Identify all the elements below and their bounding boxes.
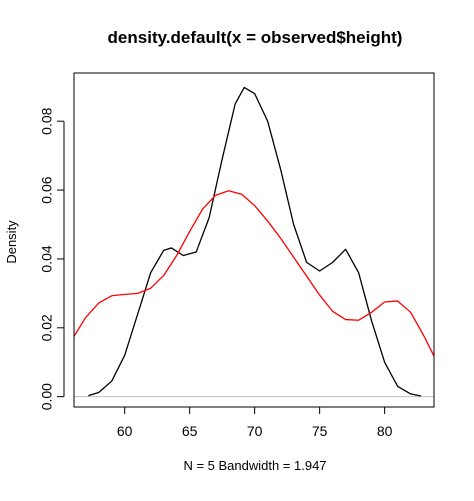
y-tick-label: 0.08 [39,107,55,134]
density-line-1 [88,86,422,397]
plot-frame [73,72,435,408]
y-tick-label: 0.06 [39,176,55,203]
y-tick-label: 0.04 [39,245,55,272]
x-tick-label: 80 [377,423,393,439]
y-axis-label: Density [4,220,19,264]
plot-area: 60 65 70 75 80 0.00 0.02 0.04 0.06 0.08 [39,72,435,439]
x-tick-label: 60 [117,423,133,439]
x-tick-label: 70 [247,423,263,439]
x-axis-label: N = 5 Bandwidth = 1.947 [183,458,326,473]
y-tick-label: 0.00 [39,383,55,410]
x-tick-label: 75 [312,423,328,439]
y-tick-label: 0.02 [39,314,55,341]
density-line-2 [74,190,434,357]
chart-title: density.default(x = observed$height) [108,28,403,47]
x-tick-label: 65 [182,423,198,439]
